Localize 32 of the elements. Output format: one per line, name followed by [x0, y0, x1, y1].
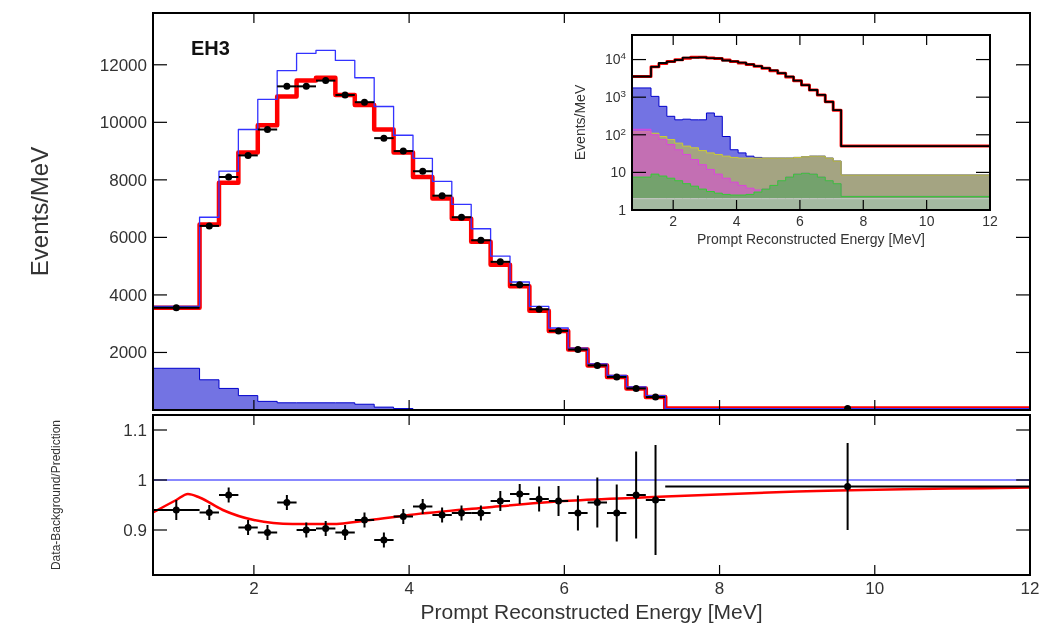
y-tick-label: 1: [137, 470, 147, 490]
y-tick-label: 2000: [109, 343, 147, 363]
x-axis-title: Prompt Reconstructed Energy [MeV]: [697, 231, 925, 247]
y-tick-label: 6000: [109, 228, 147, 248]
x-tick-label: 4: [404, 579, 414, 598]
y-tick-label: 1.1: [123, 420, 147, 440]
x-tick-label: 4: [732, 213, 741, 229]
y-tick-label: 10: [610, 164, 627, 181]
x-axis-title: Prompt Reconstructed Energy [MeV]: [420, 600, 763, 623]
x-tick-label: 8: [714, 579, 725, 598]
x-tick-label: 12: [1020, 579, 1040, 598]
y-tick-label: 8000: [109, 170, 147, 190]
y-tick-label: 12000: [99, 55, 147, 75]
x-tick-label: 10: [918, 213, 935, 229]
x-tick-label: 2: [249, 579, 259, 598]
y-tick-label: 10$^{4}$: [604, 49, 627, 68]
x-tick-label: 2: [669, 213, 678, 229]
x-tick-label: 6: [559, 579, 570, 598]
x-tick-label: 6: [796, 213, 805, 229]
y-tick-label: 10000: [99, 113, 147, 133]
y-axis-title: Events/MeV: [572, 84, 588, 161]
annotation: EH3: [191, 37, 230, 59]
y-tick-label: 4000: [109, 285, 147, 305]
y-axis-title: Events/MeV: [26, 146, 53, 277]
y-tick-label: 10$^{3}$: [604, 87, 627, 106]
y-tick-label: 0.9: [123, 520, 147, 540]
y-tick-label: 10$^{2}$: [604, 125, 626, 143]
y-tick-label: 1: [618, 201, 627, 218]
x-tick-label: 10: [865, 579, 885, 598]
x-tick-label: 8: [859, 213, 868, 229]
y-axis-title: Data-Background/Prediction: [49, 419, 63, 571]
x-tick-label: 12: [982, 213, 998, 229]
